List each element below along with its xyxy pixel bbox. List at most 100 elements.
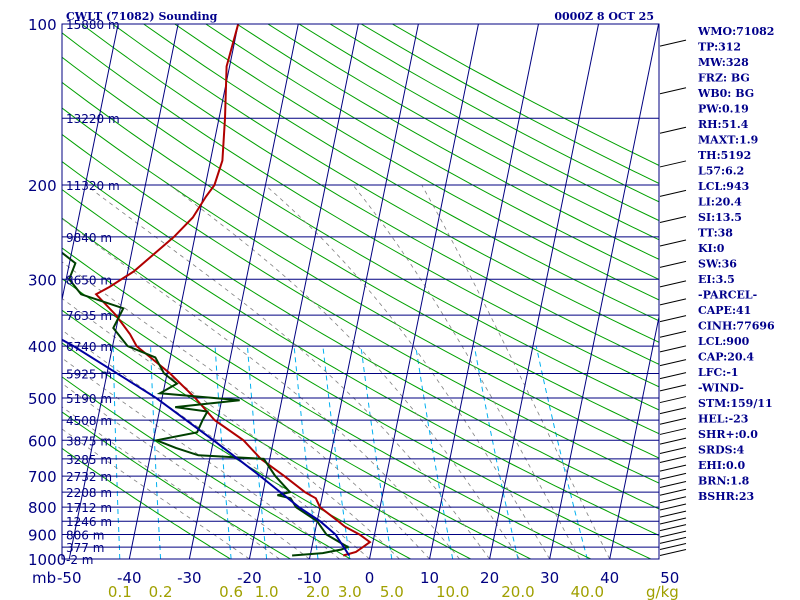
- station-title: CWLT (71082) Sounding: [66, 10, 218, 23]
- isotherms: [62, 24, 659, 559]
- wind-barb: [659, 488, 687, 496]
- height-label: 9840 m: [66, 231, 112, 245]
- pressure-tick-label: 700: [28, 468, 57, 486]
- index-line: LFC:-1: [698, 366, 739, 379]
- temperature-tick-label: 30: [540, 569, 559, 587]
- wind-barb: [659, 372, 687, 380]
- wind-barb: [659, 359, 687, 367]
- series-line-0: [94, 24, 372, 557]
- isotherm-line: [128, 24, 239, 559]
- mixing-ratio-tick-label: 2.0: [306, 583, 330, 600]
- moist-adiabat-line: [62, 406, 280, 559]
- index-line: LCL:900: [698, 335, 750, 348]
- wind-barb: [659, 417, 687, 425]
- wind-barb: [659, 543, 687, 551]
- pressure-tick-label: 500: [28, 390, 57, 408]
- height-label: 7635 m: [66, 309, 112, 323]
- height-label: 3285 m: [66, 453, 112, 467]
- height-label: 5925 m: [66, 367, 112, 381]
- valid-time: 0000Z 8 OCT 25: [554, 10, 654, 23]
- pressure-tick-label: 200: [28, 177, 57, 195]
- wind-barb: [659, 464, 687, 472]
- index-line: MAXT:1.9: [698, 134, 758, 147]
- mixing-ratio-tick-label: 20.0: [501, 583, 534, 600]
- index-line: BSHR:23: [698, 490, 754, 503]
- isotherm-line: [429, 24, 539, 559]
- index-line: WMO:71082: [697, 25, 774, 38]
- index-line: SI:13.5: [698, 211, 742, 224]
- isotherm-line: [62, 24, 119, 303]
- wind-barb: [659, 315, 687, 323]
- wind-barbs: [659, 39, 687, 556]
- mixing-ratio-unit-label: g/kg: [646, 583, 679, 600]
- temperature-tick-label: -10: [297, 569, 322, 587]
- mixing-ratio-tick-label: 0.2: [149, 583, 173, 600]
- isotherm-line: [489, 24, 600, 559]
- index-line: SW:36: [698, 258, 737, 271]
- sounding-series: [62, 24, 372, 557]
- height-label: 806 m: [66, 529, 104, 543]
- wind-barb: [659, 280, 687, 288]
- index-line: TP:312: [698, 41, 741, 54]
- isotherm-line: [369, 24, 479, 559]
- pressure-tick-label: 900: [28, 527, 57, 545]
- mixing-ratio-tick-label: 40.0: [571, 583, 604, 600]
- mixing-ratio-tick-label: 0.1: [108, 583, 132, 600]
- wind-barb: [659, 503, 687, 511]
- wind-barb: [659, 549, 687, 556]
- index-line: FRZ: BG: [698, 72, 750, 85]
- temperature-tick-label: -20: [237, 569, 262, 587]
- plot-frame: [61, 23, 660, 560]
- wind-barb: [659, 87, 687, 95]
- mixing-ratio-tick-label: 0.6: [219, 583, 243, 600]
- wind-barb: [659, 524, 687, 532]
- height-label: 2208 m: [66, 486, 112, 500]
- wind-barb: [659, 510, 687, 518]
- index-line: CINH:77696: [698, 320, 775, 333]
- index-line: PW:0.19: [698, 103, 749, 116]
- isotherm-line: [308, 24, 419, 559]
- wind-barb: [659, 517, 687, 525]
- wind-barb: [659, 480, 687, 488]
- index-line: EHI:0.0: [698, 459, 745, 472]
- temperature-tick-label: -50: [57, 569, 82, 587]
- isotherm-line: [68, 24, 179, 559]
- height-label: 1246 m: [66, 515, 112, 529]
- wind-barb: [659, 260, 687, 268]
- series-line-1: [62, 251, 351, 557]
- pressure-tick-label: 100: [28, 16, 57, 34]
- wind-barb: [659, 189, 687, 197]
- height-label: 4508 m: [66, 414, 112, 428]
- index-line: L57:6.2: [698, 165, 744, 178]
- wind-barb: [659, 530, 687, 538]
- wind-barb: [659, 239, 687, 247]
- moist-adiabat-line: [62, 261, 430, 559]
- isobars: [62, 24, 659, 559]
- pressure-tick-label: 800: [28, 499, 57, 517]
- temperature-tick-label: 50: [660, 569, 679, 587]
- temperature-tick-label: 0: [365, 569, 375, 587]
- pressure-tick-label: 600: [28, 432, 57, 450]
- height-label: 6740 m: [66, 340, 112, 354]
- height-label: 377 m: [66, 541, 104, 555]
- pressure-tick-label: 300: [28, 271, 57, 289]
- index-line: BRN:1.8: [698, 475, 750, 488]
- index-line: CAP:20.4: [698, 351, 754, 364]
- wind-barb: [659, 437, 687, 445]
- height-label: -2 m: [66, 553, 93, 567]
- mixing-ratio-tick-label: 1.0: [255, 583, 279, 600]
- isotherm-line: [188, 24, 299, 559]
- index-line: LI:20.4: [698, 196, 742, 209]
- mixing-ratio-tick-label: 3.0: [338, 583, 362, 600]
- pressure-tick-label: 400: [28, 338, 57, 356]
- wind-barb: [659, 396, 687, 404]
- height-label: 2732 m: [66, 470, 112, 484]
- wind-barb: [659, 298, 687, 306]
- height-label: 5190 m: [66, 392, 112, 406]
- index-line: STM:159/11: [698, 397, 773, 410]
- height-label: 1712 m: [66, 501, 112, 515]
- wind-barb: [659, 345, 687, 353]
- stability-indices: WMO:71082 TP:312 MW:328 FRZ: BG WB0: BG PW:0.…: [697, 25, 775, 503]
- height-label: 8650 m: [66, 273, 112, 287]
- height-label: 15880 m: [66, 18, 120, 32]
